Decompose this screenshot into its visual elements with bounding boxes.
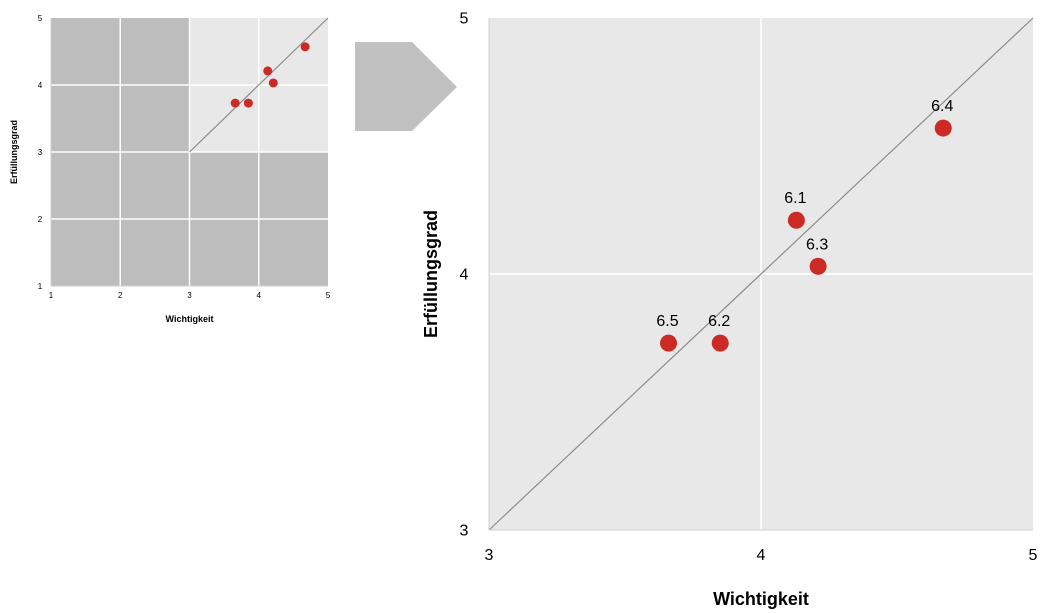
- data-point: [934, 119, 952, 137]
- overview-chart: 1 2 3 4 5 1 2 3 4 5 Wichtigkeit Erfüllungsgrad: [9, 14, 331, 324]
- x-axis-title: Wichtigkeit: [166, 314, 214, 324]
- data-point-label: 6.2: [708, 313, 730, 330]
- data-point: [268, 78, 278, 88]
- data-point: [787, 211, 805, 229]
- zoom-arrow-icon: [355, 42, 457, 131]
- diagonal-reference-line: [488, 17, 1034, 531]
- data-point: [711, 334, 729, 352]
- y-axis-title: Erfüllungsgrad: [421, 210, 441, 338]
- y-tick-label: 3: [38, 148, 43, 157]
- y-tick-label: 5: [38, 14, 43, 23]
- x-tick-label: 4: [257, 291, 262, 300]
- y-tick-label: 5: [460, 11, 469, 28]
- y-tick-label: 1: [38, 282, 43, 291]
- y-tick-label: 4: [460, 267, 469, 284]
- data-point: [230, 98, 240, 108]
- data-point-label: 6.1: [784, 190, 806, 207]
- data-point-label: 6.5: [656, 313, 678, 330]
- x-tick-label: 5: [1029, 547, 1038, 564]
- x-tick-label: 5: [326, 291, 331, 300]
- data-point-label: 6.3: [806, 236, 828, 253]
- data-point: [243, 98, 253, 108]
- x-tick-label: 3: [485, 547, 494, 564]
- y-tick-label: 2: [38, 215, 43, 224]
- x-tick-label: 4: [757, 547, 766, 564]
- y-axis-title: Erfüllungsgrad: [9, 120, 19, 184]
- zoom-chart: 3 4 5 3 4 5 Wichtigkeit Erfüllungsgrad 6.1 6.2 6.3…: [421, 11, 1038, 609]
- x-tick-label: 1: [49, 291, 54, 300]
- data-point: [263, 66, 273, 76]
- x-tick-label: 3: [187, 291, 192, 300]
- x-tick-label: 2: [118, 291, 123, 300]
- data-point: [300, 42, 310, 52]
- y-tick-label: 4: [38, 81, 43, 90]
- y-tick-label: 3: [460, 523, 469, 540]
- x-axis-title: Wichtigkeit: [713, 589, 809, 609]
- diagonal-reference-line: [189, 17, 329, 153]
- data-point: [809, 257, 827, 275]
- data-point-label: 6.4: [931, 98, 953, 115]
- data-point: [660, 334, 678, 352]
